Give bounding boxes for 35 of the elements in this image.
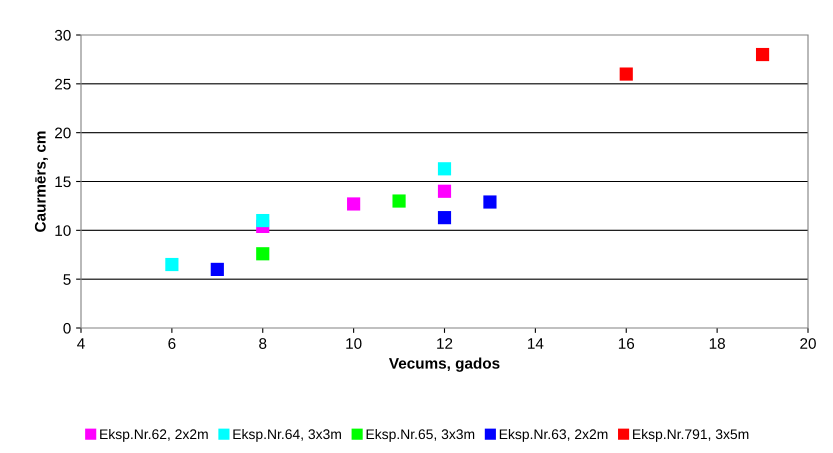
y-tick-label: 10: [55, 225, 71, 236]
x-tick-label: 8: [259, 338, 266, 349]
x-tick-label: 10: [346, 338, 362, 349]
point: [438, 211, 452, 224]
x-tick-label: 16: [618, 338, 634, 349]
point: [392, 194, 406, 208]
y-axis-title: Caurmērs, cm: [34, 131, 48, 232]
legend-label: Eksp.Nr.64, 3x3m: [233, 428, 341, 442]
point: [165, 258, 178, 272]
point: [438, 162, 452, 176]
x-tick-label: 18: [710, 338, 725, 349]
legend-label: Eksp.Nr.65, 3x3m: [366, 428, 474, 442]
point: [256, 214, 270, 228]
y-tick-label: 25: [55, 78, 71, 90]
x-tick-label: 6: [168, 338, 176, 349]
y-tick-label: 20: [55, 128, 71, 138]
point: [620, 67, 633, 81]
point: [438, 184, 452, 198]
y-tick-label: 0: [63, 322, 71, 334]
point: [210, 262, 224, 276]
x-tick-label: 12: [437, 338, 452, 349]
y-tick-label: 30: [54, 30, 71, 41]
x-tick-label: 20: [800, 338, 816, 349]
legend-label: Eksp.Nr.791, 3x5m: [633, 428, 748, 442]
point: [256, 247, 270, 260]
point: [483, 195, 497, 209]
y-tick-label: 5: [63, 274, 71, 285]
point: [347, 197, 360, 211]
point: [756, 48, 770, 62]
legend-label: Eksp.Nr.63, 2x2m: [500, 428, 608, 442]
x-axis-title: Vecums, gados: [388, 358, 500, 372]
x-tick-label: 14: [528, 338, 544, 349]
y-tick-label: 15: [55, 176, 71, 188]
x-tick-label: 4: [77, 338, 85, 349]
legend-label: Eksp.Nr.62, 2x2m: [100, 428, 208, 442]
